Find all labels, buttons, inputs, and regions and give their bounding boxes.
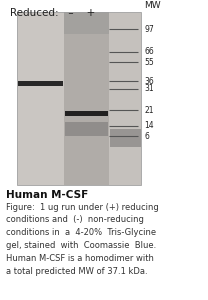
Text: Reduced:   –    +: Reduced: – +	[10, 8, 96, 17]
Bar	[65, 122, 108, 136]
Text: 6: 6	[145, 132, 149, 141]
Text: Human M-CSF: Human M-CSF	[6, 190, 88, 200]
Text: 97: 97	[145, 25, 154, 34]
Bar	[18, 81, 63, 86]
Text: MW: MW	[145, 1, 161, 10]
Text: 14: 14	[145, 121, 154, 130]
Text: 55: 55	[145, 58, 154, 67]
Bar	[17, 12, 64, 184]
Text: Figure:  1 ug run under (+) reducing
conditions and  (-)  non-reducing
condition: Figure: 1 ug run under (+) reducing cond…	[6, 202, 159, 276]
Bar	[65, 111, 108, 116]
Text: 36: 36	[145, 76, 154, 85]
Text: 21: 21	[145, 106, 154, 115]
Bar	[64, 12, 109, 34]
Bar	[110, 129, 141, 146]
Text: 31: 31	[145, 84, 154, 93]
Bar	[64, 12, 109, 184]
Bar	[109, 12, 141, 184]
Bar	[17, 12, 141, 184]
Text: 66: 66	[145, 47, 154, 56]
